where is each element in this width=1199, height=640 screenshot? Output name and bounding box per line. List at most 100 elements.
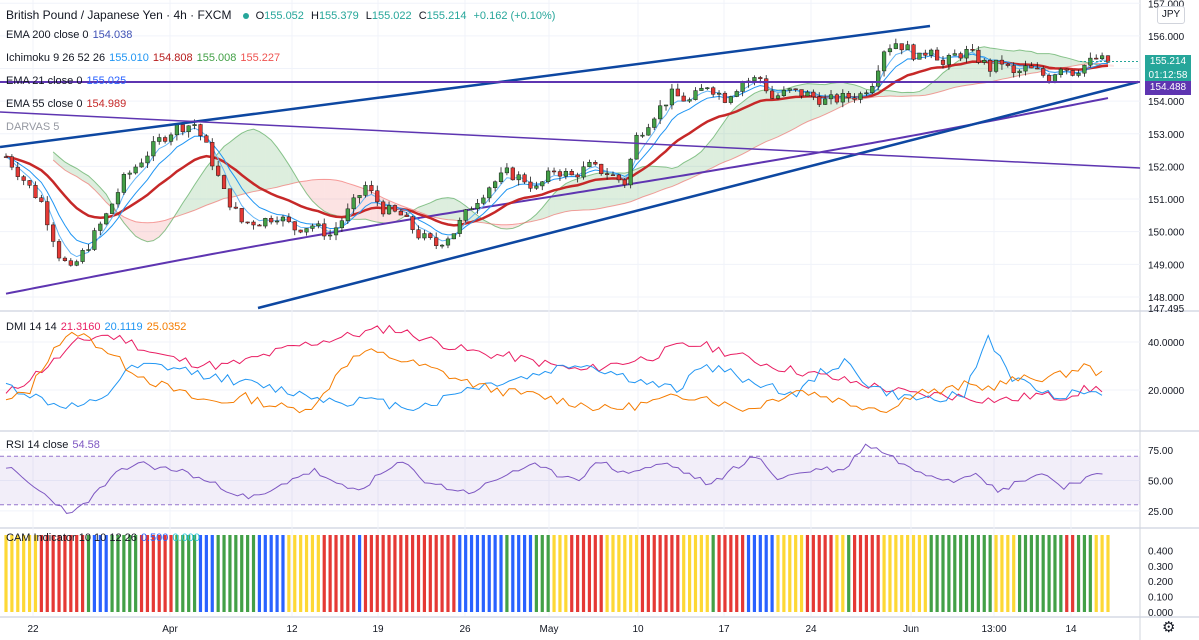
candle-body (210, 142, 215, 167)
cloud-segment (754, 90, 761, 148)
cam-bar (699, 535, 703, 612)
candle-body (251, 221, 256, 226)
candle-body (905, 44, 910, 51)
candle-body (21, 176, 26, 181)
cam-bar (63, 535, 67, 612)
candle-body (498, 172, 504, 182)
candle-body (80, 250, 85, 262)
cloud-segment (141, 222, 148, 242)
candle-body (716, 92, 722, 95)
cloud-segment (536, 207, 543, 221)
candle-body (68, 260, 73, 266)
candle-body (599, 163, 604, 174)
dmi-legend[interactable]: DMI 14 14 21.3160 20.1119 25.0352 (6, 320, 190, 334)
cloud-segment (565, 180, 572, 212)
cam-bar (134, 535, 138, 612)
pane-legend-value: 21.3160 (60, 321, 101, 333)
cloud-segment (312, 179, 319, 207)
candle-body (1005, 63, 1010, 66)
cloud-segment (889, 90, 896, 97)
cloud-segment (612, 172, 619, 206)
cam-bar (1053, 535, 1057, 612)
cloud-segment (942, 68, 949, 91)
currency-badge[interactable]: JPY (1157, 6, 1185, 24)
cloud-segment (925, 83, 932, 96)
candle-body (422, 233, 427, 239)
candle-body (982, 59, 987, 63)
candle-body (333, 227, 339, 236)
candle-body (799, 89, 804, 97)
cam-bar (911, 535, 916, 612)
cam-bar (764, 535, 768, 612)
candle-body (15, 166, 20, 177)
indicator-legend-row[interactable]: EMA 21 close 0 155.025 (6, 74, 130, 88)
candle-body (56, 241, 62, 259)
candle-body (392, 205, 398, 212)
cloud-segment (153, 221, 160, 241)
indicator-legend-row[interactable]: DARVAS 5 (6, 120, 63, 134)
candle-body (610, 174, 616, 176)
candle-body (504, 167, 510, 174)
cam-bar (758, 535, 762, 612)
candle-body (699, 87, 704, 91)
cloud-segment (724, 112, 731, 162)
cam-bar (45, 535, 49, 612)
cam-bar (493, 535, 497, 612)
candle-body (952, 53, 957, 56)
candle-body (899, 43, 904, 51)
candle-body (469, 208, 474, 210)
cloud-segment (595, 172, 602, 210)
candle-body (881, 51, 887, 72)
cam-legend[interactable]: CAM Indicator 10 10 12 26 0.500 0.000 (6, 531, 204, 545)
cloud-segment (506, 224, 513, 230)
cam-bar (794, 535, 798, 612)
cloud-segment (984, 46, 991, 83)
cam-bar (352, 535, 356, 612)
dmi-pane (0, 324, 1140, 414)
cam-bar (882, 535, 886, 612)
indicator-legend-row[interactable]: Ichimoku 9 26 52 26 155.010 154.808 155.008… (6, 51, 284, 65)
cloud-segment (194, 175, 201, 211)
cam-bar (269, 535, 273, 612)
cam-bar (340, 535, 344, 612)
cam-bar (564, 535, 568, 612)
cloud-segment (719, 120, 725, 165)
candle-body (292, 221, 297, 231)
candle-body (681, 95, 686, 102)
cloud-segment (277, 147, 283, 188)
rsi-legend[interactable]: RSI 14 close 54.58 (6, 438, 104, 452)
indicator-legend-row[interactable]: EMA 55 close 0 154.989 (6, 97, 130, 111)
pane-separator (0, 310, 1199, 312)
pane-separator (0, 527, 1199, 529)
cloud-segment (206, 160, 213, 206)
cloud-segment (353, 185, 360, 220)
cam-bar (299, 535, 303, 612)
cam-bar (605, 535, 609, 612)
candle-body (646, 127, 651, 136)
candle-body (946, 54, 951, 65)
pane-separator (0, 616, 1199, 618)
candle-body (304, 228, 309, 233)
candle-body (1100, 55, 1105, 59)
candle-body (27, 180, 32, 186)
candle-body (92, 230, 97, 250)
trend-lines[interactable] (0, 24, 1141, 310)
ohlc-change: +0.162 (+0.10%) (473, 10, 556, 22)
candle-body (634, 134, 639, 160)
candle-body (410, 216, 415, 230)
candle-body (98, 223, 103, 231)
cam-bar (104, 535, 108, 612)
cam-bar (192, 535, 197, 612)
cloud-segment (424, 202, 431, 217)
cloud-segment (766, 89, 773, 142)
candle-body (976, 49, 981, 63)
indicator-label: EMA 21 close 0 (6, 75, 83, 87)
settings-gear-icon[interactable]: ⚙ (1162, 619, 1176, 636)
cloud-segment (253, 129, 260, 192)
dmi-axis-label: 40.0000 (1148, 338, 1185, 349)
cloud-segment (447, 197, 454, 221)
indicator-legend-row[interactable]: EMA 200 close 0 154.038 (6, 28, 136, 42)
cam-bar (841, 535, 845, 612)
